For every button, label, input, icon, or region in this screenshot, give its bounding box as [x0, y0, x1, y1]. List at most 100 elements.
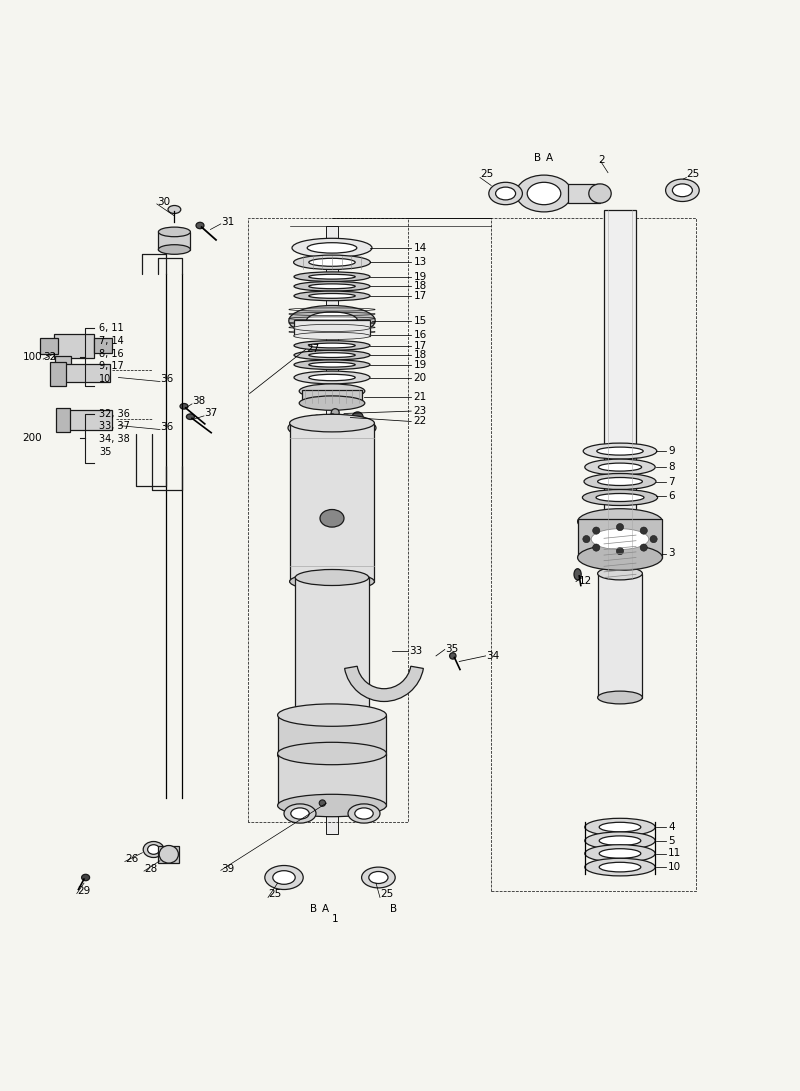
- Ellipse shape: [585, 818, 655, 836]
- Ellipse shape: [294, 255, 370, 269]
- Ellipse shape: [348, 804, 380, 823]
- Bar: [578, 519, 662, 558]
- Ellipse shape: [158, 227, 190, 237]
- Ellipse shape: [599, 849, 641, 859]
- Ellipse shape: [307, 242, 357, 253]
- Ellipse shape: [328, 413, 336, 421]
- Ellipse shape: [331, 409, 339, 417]
- Text: 9: 9: [668, 446, 674, 456]
- Text: B: B: [534, 154, 542, 164]
- Ellipse shape: [290, 573, 374, 590]
- Ellipse shape: [354, 429, 362, 437]
- Bar: [295, 577, 369, 718]
- Ellipse shape: [294, 340, 370, 350]
- Text: 32: 32: [43, 351, 57, 362]
- Text: 25: 25: [686, 169, 700, 179]
- Ellipse shape: [599, 823, 641, 832]
- Ellipse shape: [168, 205, 181, 214]
- Ellipse shape: [574, 568, 581, 580]
- Ellipse shape: [278, 704, 386, 727]
- Ellipse shape: [362, 867, 395, 888]
- Ellipse shape: [309, 352, 355, 358]
- Text: 36: 36: [160, 422, 174, 432]
- Ellipse shape: [186, 413, 194, 420]
- Ellipse shape: [591, 529, 649, 550]
- Ellipse shape: [308, 421, 356, 434]
- Text: 10: 10: [668, 862, 681, 872]
- Ellipse shape: [585, 859, 655, 876]
- Text: 36: 36: [160, 374, 174, 384]
- Text: 4: 4: [668, 823, 674, 832]
- Text: 10: 10: [99, 374, 111, 384]
- Text: 21: 21: [414, 392, 427, 401]
- Ellipse shape: [593, 527, 600, 535]
- Ellipse shape: [284, 804, 316, 823]
- Ellipse shape: [313, 433, 321, 441]
- Text: 14: 14: [414, 243, 427, 253]
- Ellipse shape: [294, 272, 370, 281]
- Ellipse shape: [489, 182, 522, 205]
- Text: 22: 22: [414, 417, 427, 427]
- Text: 33: 33: [409, 646, 422, 656]
- Text: 100: 100: [22, 351, 42, 362]
- Text: 15: 15: [414, 315, 427, 326]
- Text: 29: 29: [77, 886, 90, 896]
- Ellipse shape: [196, 223, 204, 229]
- Text: 12: 12: [578, 576, 592, 587]
- Ellipse shape: [598, 567, 642, 580]
- Ellipse shape: [290, 415, 374, 432]
- Ellipse shape: [292, 238, 372, 257]
- Ellipse shape: [585, 832, 655, 850]
- Bar: [158, 846, 179, 863]
- Text: 28: 28: [144, 864, 158, 874]
- Ellipse shape: [302, 429, 310, 437]
- Ellipse shape: [672, 184, 692, 196]
- Ellipse shape: [302, 419, 310, 427]
- Text: 8: 8: [668, 463, 674, 472]
- Bar: [56, 408, 70, 432]
- Text: 6: 6: [668, 491, 674, 501]
- Ellipse shape: [596, 493, 644, 502]
- Text: 26: 26: [125, 854, 138, 864]
- Text: 25: 25: [268, 889, 282, 899]
- Ellipse shape: [299, 384, 365, 398]
- Ellipse shape: [288, 416, 376, 440]
- Ellipse shape: [358, 424, 366, 432]
- Text: 25: 25: [380, 889, 394, 899]
- Ellipse shape: [309, 374, 355, 381]
- Text: 38: 38: [192, 396, 206, 407]
- Ellipse shape: [516, 175, 572, 212]
- Ellipse shape: [319, 800, 326, 806]
- Bar: [94, 338, 112, 352]
- Ellipse shape: [294, 291, 370, 301]
- Ellipse shape: [598, 463, 642, 471]
- Bar: [50, 361, 66, 385]
- Ellipse shape: [584, 473, 656, 490]
- Ellipse shape: [583, 443, 657, 459]
- Ellipse shape: [309, 284, 355, 289]
- Text: 7: 7: [668, 477, 674, 487]
- Text: 2: 2: [598, 155, 605, 165]
- Text: 3: 3: [668, 549, 674, 559]
- Wedge shape: [345, 667, 423, 702]
- Ellipse shape: [589, 184, 611, 203]
- Ellipse shape: [593, 544, 600, 551]
- Text: 9, 17: 9, 17: [99, 361, 124, 371]
- Ellipse shape: [450, 652, 456, 659]
- Ellipse shape: [582, 536, 590, 542]
- Bar: [290, 423, 374, 582]
- Ellipse shape: [278, 744, 386, 766]
- Text: 35: 35: [99, 447, 111, 457]
- Bar: [62, 364, 110, 382]
- Text: 200: 200: [22, 433, 42, 443]
- Ellipse shape: [354, 808, 373, 819]
- Text: 20: 20: [414, 372, 426, 383]
- Text: 30: 30: [157, 196, 170, 206]
- Ellipse shape: [180, 404, 188, 409]
- Ellipse shape: [599, 836, 641, 846]
- Ellipse shape: [598, 478, 642, 485]
- Ellipse shape: [585, 844, 655, 862]
- Bar: [158, 232, 190, 250]
- Ellipse shape: [303, 748, 313, 756]
- Bar: [604, 209, 636, 577]
